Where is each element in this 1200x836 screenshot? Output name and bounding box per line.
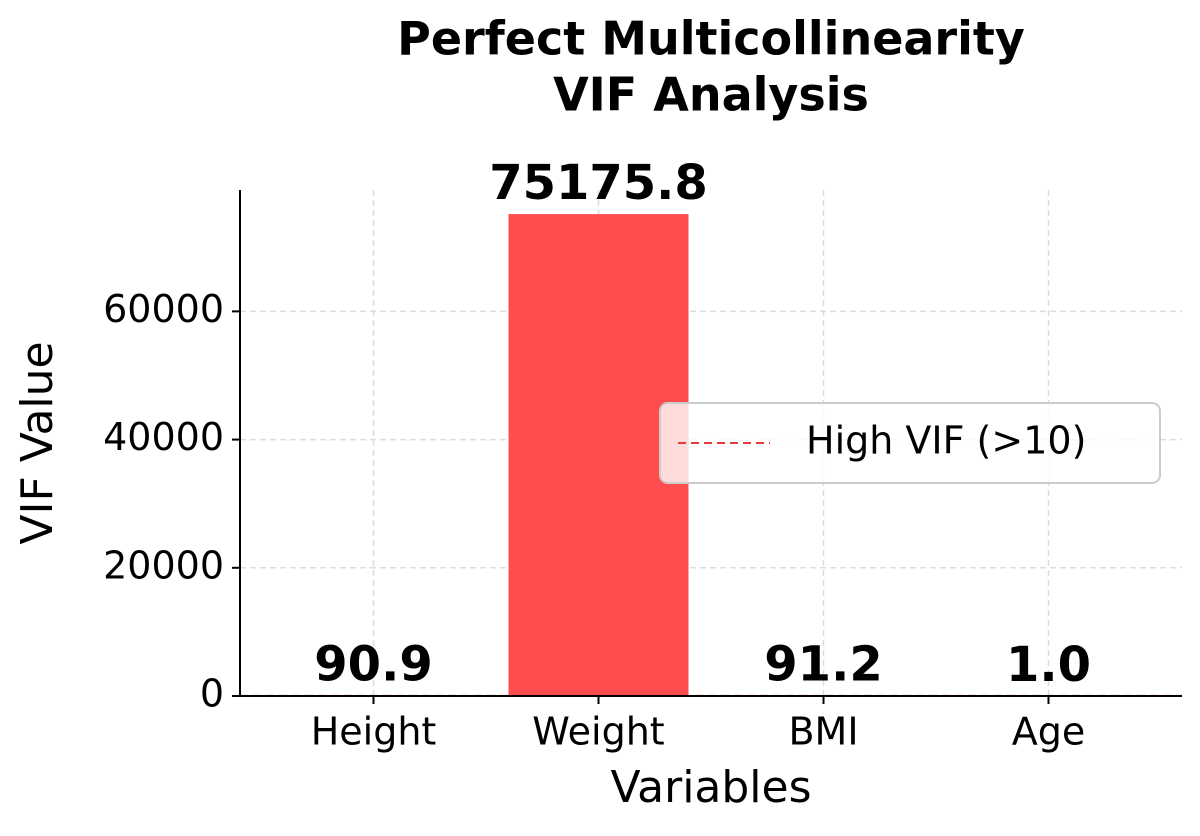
chart-title: VIF Analysis [553, 68, 869, 122]
x-axis-label: Variables [610, 762, 811, 813]
y-axis-label: VIF Value [12, 341, 63, 544]
y-tick-label: 20000 [103, 543, 224, 587]
x-tick-label: Weight [532, 710, 664, 754]
y-tick-label: 60000 [103, 287, 224, 331]
x-tick-label: BMI [788, 710, 858, 754]
y-tick-label: 40000 [103, 415, 224, 459]
legend-box [659, 402, 1161, 484]
value-label: 1.0 [1006, 637, 1091, 693]
legend-label: High VIF (>10) [806, 419, 1086, 463]
y-tick-label: 0 [200, 672, 224, 716]
x-tick-label: Height [311, 710, 437, 754]
bar [508, 214, 689, 696]
legend: High VIF (>10) [659, 402, 1161, 484]
chart-title: Perfect Multicollinearity [397, 12, 1025, 66]
value-label: 75175.8 [489, 155, 708, 211]
value-label: 90.9 [314, 636, 432, 692]
x-tick-label: Age [1012, 710, 1086, 754]
value-label: 91.2 [764, 636, 882, 692]
